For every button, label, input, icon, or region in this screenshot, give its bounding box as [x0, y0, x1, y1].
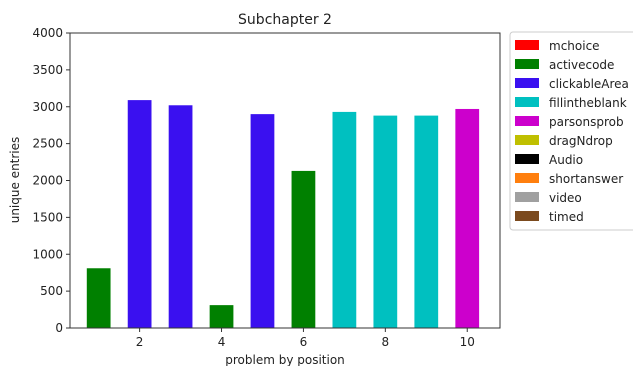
bars-layer	[86, 100, 480, 329]
y-tick-label: 1000	[32, 247, 63, 261]
x-tick-label: 8	[382, 335, 390, 349]
y-tick-label: 4000	[32, 26, 63, 40]
y-axis-label: unique entries	[8, 137, 22, 224]
bar-10	[455, 108, 480, 329]
legend-label: dragNdrop	[549, 134, 613, 148]
y-tick-label: 0	[55, 321, 63, 335]
legend-swatch	[515, 40, 539, 50]
legend-label: timed	[549, 210, 584, 224]
legend-swatch	[515, 211, 539, 221]
legend-swatch	[515, 135, 539, 145]
y-tick-label: 2000	[32, 174, 63, 188]
bar-3	[168, 105, 193, 329]
legend-swatch	[515, 78, 539, 88]
legend-swatch	[515, 173, 539, 183]
x-tick-label: 4	[218, 335, 226, 349]
legend-swatch	[515, 154, 539, 164]
legend-label: shortanswer	[549, 172, 623, 186]
legend-swatch	[515, 116, 539, 126]
legend-label: clickableArea	[549, 77, 629, 91]
legend-label: fillintheblank	[549, 96, 627, 110]
legend-label: activecode	[549, 58, 614, 72]
bar-6	[291, 170, 316, 328]
legend-frame	[509, 31, 633, 231]
bar-7	[332, 111, 357, 328]
x-tick-label: 10	[460, 335, 475, 349]
legend-label: video	[549, 191, 582, 205]
bar-9	[414, 115, 439, 328]
y-tick-label: 3000	[32, 100, 63, 114]
bar-4	[209, 305, 234, 328]
legend-label: Audio	[549, 153, 583, 167]
x-tick-label: 6	[300, 335, 308, 349]
legend-swatch	[515, 97, 539, 107]
legend-label: parsonsprob	[549, 115, 624, 129]
x-axis: 2 4 6 8 10	[136, 328, 475, 349]
y-tick-label: 2500	[32, 137, 63, 151]
bar-8	[373, 115, 398, 328]
y-tick-label: 1500	[32, 210, 63, 224]
bar-1	[86, 268, 111, 328]
bar-5	[250, 114, 275, 328]
y-axis: 0 500 1000 1500 2000 2500 3000 3500 4000	[32, 26, 70, 335]
y-tick-label: 500	[40, 284, 63, 298]
legend-label: mchoice	[549, 39, 600, 53]
x-axis-label: problem by position	[225, 353, 345, 366]
x-tick-label: 2	[136, 335, 144, 349]
legend: mchoice activecode clickableArea fillintheb…	[509, 31, 633, 231]
bar-2	[127, 100, 152, 328]
chart-title: Subchapter 2	[238, 12, 332, 28]
legend-swatch	[515, 192, 539, 202]
y-tick-label: 3500	[32, 63, 63, 77]
legend-swatch	[515, 59, 539, 69]
